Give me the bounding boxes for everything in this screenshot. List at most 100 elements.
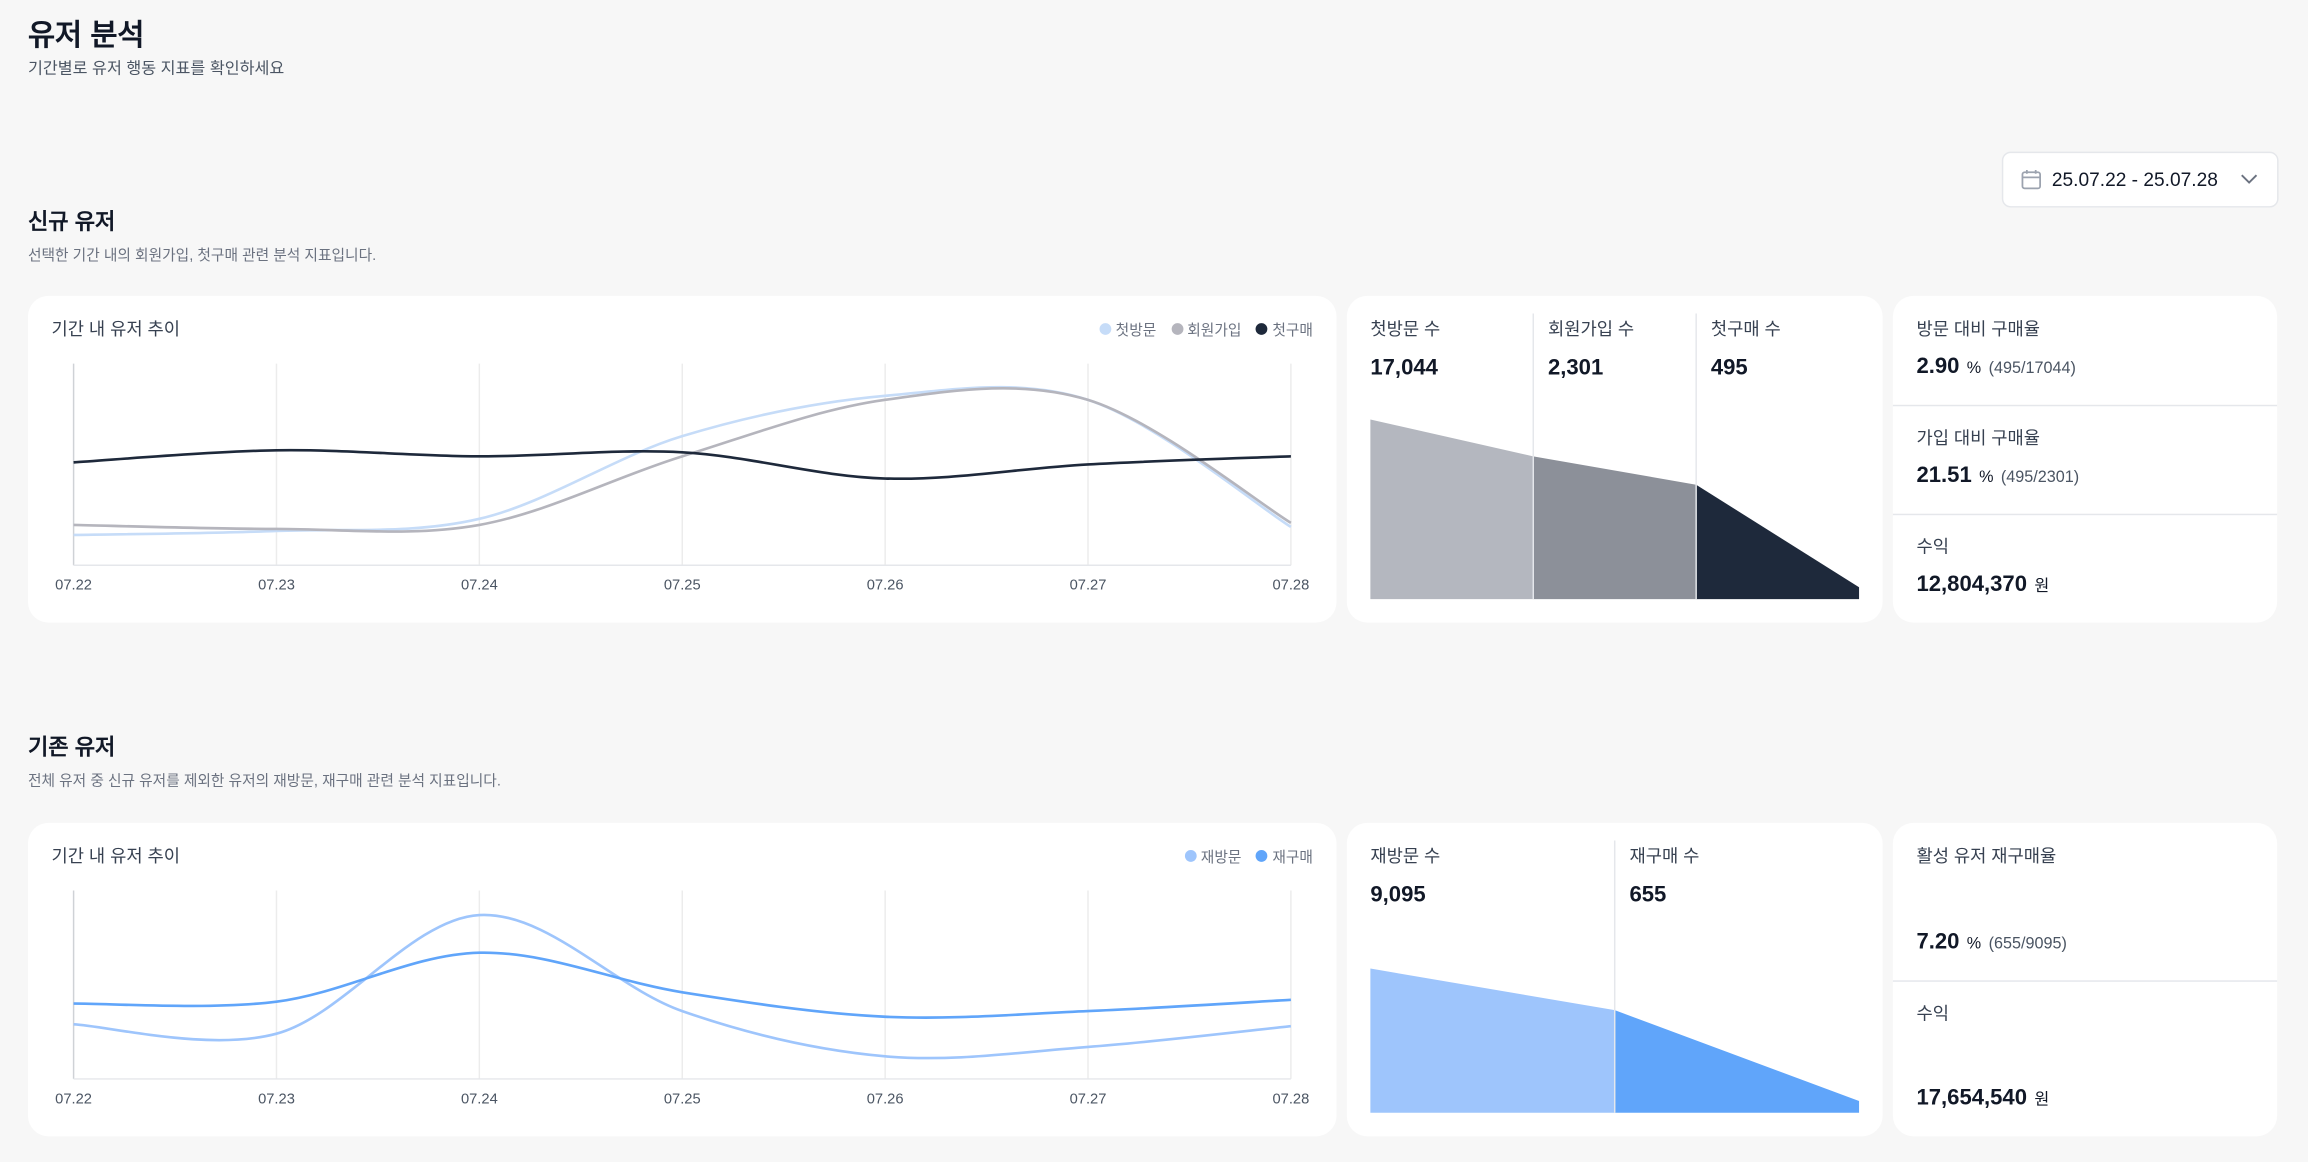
funnel-segment — [1614, 1010, 1860, 1113]
x-tick-label: 07.23 — [258, 578, 295, 594]
funnel-label: 첫방문 수 — [1370, 318, 1441, 340]
x-tick-label: 07.22 — [55, 578, 92, 594]
funnel-card: 재방문 수 9,095 재구매 수 655 — [1346, 822, 1883, 1137]
stat-unit: % — [1966, 934, 1982, 953]
stat-detail: (655/9095) — [1988, 934, 2067, 953]
stats-divider — [1892, 404, 2278, 407]
funnel-value: 655 — [1629, 882, 1667, 908]
calendar-icon — [2021, 170, 2041, 190]
x-tick-label: 07.24 — [461, 1091, 498, 1107]
legend-item: 재구매 — [1256, 844, 1313, 866]
legend-dot — [1099, 322, 1112, 335]
date-range: 25.07.22 - 25.07.28 — [2051, 168, 2218, 191]
stat-unit: % — [1966, 359, 1982, 378]
stat-label: 방문 대비 구매율 — [1916, 318, 2041, 340]
funnel-label: 재방문 수 — [1370, 845, 1441, 867]
stat-value: 17,654,540 — [1916, 1085, 2027, 1111]
x-tick-label: 07.27 — [1070, 578, 1107, 594]
chart-card: 기간 내 유저 추이 첫방문 회원가입 첫구매 07.22 07.23 07.24 07.25… — [27, 295, 1337, 623]
funnel-segment — [1533, 456, 1697, 600]
page-subtitle: 기간별로 유저 행동 지표를 확인하세요 — [27, 60, 285, 79]
legend-item: 첫구매 — [1256, 317, 1313, 339]
funnel-value: 2,301 — [1547, 355, 1604, 381]
legend: 첫방문 회원가입 첫구매 — [1099, 317, 1313, 339]
stat-value: 2.90 — [1916, 354, 1960, 380]
x-tick-label: 07.27 — [1070, 1091, 1107, 1107]
stat-unit: % — [1979, 468, 1994, 487]
stat-value-row: 17,654,540 원 — [1916, 1086, 2049, 1111]
x-tick-label: 07.26 — [867, 578, 904, 594]
chart-title: 기간 내 유저 추이 — [51, 845, 181, 867]
legend-dot — [1184, 849, 1197, 862]
stat-value: 21.51 — [1916, 462, 1972, 488]
funnel-segment — [1370, 968, 1615, 1113]
legend-item: 회원가입 — [1171, 317, 1241, 339]
funnel-value: 9,095 — [1370, 882, 1426, 908]
funnel-value: 17,044 — [1370, 355, 1438, 381]
series-line — [73, 448, 1291, 481]
stats-divider — [1892, 979, 2278, 982]
x-tick-label: 07.28 — [1272, 1091, 1309, 1107]
x-tick-label: 07.28 — [1272, 578, 1309, 594]
legend-label: 회원가입 — [1187, 323, 1242, 340]
legend-label: 재구매 — [1272, 850, 1313, 867]
x-tick-label: 07.25 — [664, 1091, 701, 1107]
chart-card: 기간 내 유저 추이 재방문 재구매 07.22 07.23 07.24 07.25 07.2… — [27, 822, 1337, 1137]
line-chart: 07.22 07.23 07.24 07.25 07.26 07.27 07.28 — [55, 890, 1309, 1107]
stats-card: 방문 대비 구매율 2.90% (495/17044) 가입 대비 구매율 21.51%… — [1892, 295, 2278, 623]
stat-label: 수익 — [1916, 1002, 1949, 1023]
section-description: 선택한 기간 내의 회원가입, 첫구매 관련 분석 지표입니다. — [27, 248, 377, 265]
date-picker[interactable]: 25.07.22 - 25.07.28 — [2001, 151, 2279, 208]
funnel-chart — [1370, 840, 1860, 1113]
page-title: 유저 분석 — [27, 19, 145, 53]
x-tick-label: 07.26 — [867, 1091, 904, 1107]
stat-label: 가입 대비 구매율 — [1916, 427, 2041, 449]
x-tick-label: 07.25 — [664, 578, 701, 594]
series-line — [73, 386, 1292, 533]
legend-dot — [1256, 322, 1268, 335]
stat-value-row: 21.51% (495/2301) — [1916, 463, 2079, 488]
funnel-segment — [1696, 484, 1860, 600]
stat-detail: (495/17044) — [1988, 359, 2076, 378]
funnel-label: 회원가입 수 — [1547, 318, 1635, 340]
series-line — [73, 951, 1291, 1019]
series-line — [73, 913, 1292, 1060]
stat-unit: 원 — [2034, 1091, 2050, 1110]
funnel-value: 495 — [1710, 355, 1748, 381]
x-tick-label: 07.23 — [258, 1091, 295, 1107]
x-tick-label: 07.22 — [55, 1091, 92, 1107]
chevron-down — [2241, 174, 2258, 184]
funnel-chart — [1370, 313, 1860, 600]
funnel-segment — [1370, 419, 1534, 600]
stats-card: 활성 유저 재구매율 7.20% (655/9095) 수익 17,654,540 원 — [1892, 822, 2278, 1137]
stat-value: 12,804,370 — [1916, 571, 2027, 597]
legend: 재방문 재구매 — [1184, 844, 1313, 867]
legend-item: 재방문 — [1184, 844, 1242, 867]
x-tick-label: 07.24 — [461, 578, 498, 594]
funnel-label: 첫구매 수 — [1710, 318, 1781, 340]
stat-label: 수익 — [1916, 536, 1949, 558]
funnel-label: 재구매 수 — [1629, 845, 1700, 867]
stat-label: 활성 유저 재구매율 — [1916, 845, 2057, 867]
stat-value-row: 12,804,370 원 — [1916, 572, 2049, 597]
legend-label: 첫구매 — [1272, 323, 1313, 340]
chart-title: 기간 내 유저 추이 — [51, 318, 181, 340]
stat-value-row: 2.90% (495/17044) — [1916, 354, 2075, 379]
legend-dot — [1256, 849, 1268, 862]
section-description: 전체 유저 중 신규 유저를 제외한 유저의 재방문, 재구매 관련 분석 지표… — [27, 773, 501, 790]
line-chart: 07.22 07.23 07.24 07.25 07.26 07.27 07.28 — [55, 363, 1309, 594]
legend-label: 재방문 — [1200, 850, 1242, 867]
stats-divider — [1892, 513, 2278, 516]
stat-detail: (495/2301) — [2000, 468, 2080, 487]
stat-unit: 원 — [2034, 577, 2050, 596]
stat-value: 7.20 — [1916, 928, 1960, 954]
legend-label: 첫방문 — [1115, 323, 1157, 340]
legend-dot — [1171, 322, 1183, 335]
stat-value-row: 7.20% (655/9095) — [1916, 929, 2066, 954]
funnel-card: 첫방문 수 17,044 회원가입 수 2,301 첫구매 수 495 — [1346, 295, 1883, 623]
section-title: 기존 유저 — [27, 735, 116, 761]
section-title: 신규 유저 — [27, 209, 116, 235]
legend-item: 첫방문 — [1099, 317, 1156, 339]
